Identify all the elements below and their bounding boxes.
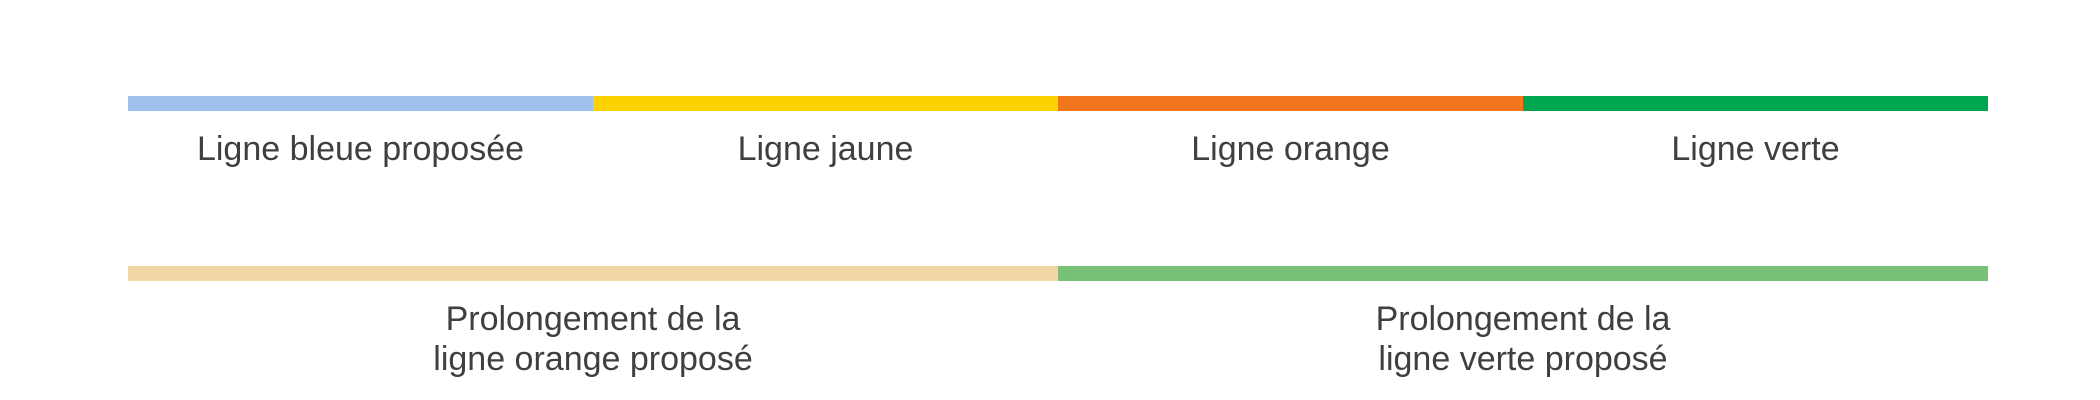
legend-item-orange-line: Ligne orange (1058, 96, 1523, 169)
orange-extension-label: Prolongement de la ligne orange proposé (433, 300, 753, 378)
green-extension-swatch (1058, 266, 1988, 281)
green-line-label: Ligne verte (1671, 130, 1840, 168)
legend-row-proposed-extensions: Prolongement de la ligne orange proposé … (128, 266, 1988, 379)
legend-item-blue-line: Ligne bleue proposée (128, 96, 593, 169)
orange-line-swatch (1058, 96, 1523, 111)
legend-item-green-line: Ligne verte (1523, 96, 1988, 169)
blue-line-swatch (128, 96, 593, 111)
yellow-line-label: Ligne jaune (737, 130, 914, 168)
orange-line-label: Ligne orange (1191, 130, 1390, 168)
legend-row-existing-lines: Ligne bleue proposée Ligne jaune Ligne o… (128, 96, 1988, 169)
yellow-line-swatch (593, 96, 1058, 111)
orange-extension-swatch (128, 266, 1058, 281)
green-line-swatch (1523, 96, 1988, 111)
green-extension-label: Prolongement de la ligne verte proposé (1375, 300, 1671, 378)
legend-item-green-extension: Prolongement de la ligne verte proposé (1058, 266, 1988, 379)
legend-item-orange-extension: Prolongement de la ligne orange proposé (128, 266, 1058, 379)
blue-line-label: Ligne bleue proposée (196, 130, 525, 168)
legend-item-yellow-line: Ligne jaune (593, 96, 1058, 169)
